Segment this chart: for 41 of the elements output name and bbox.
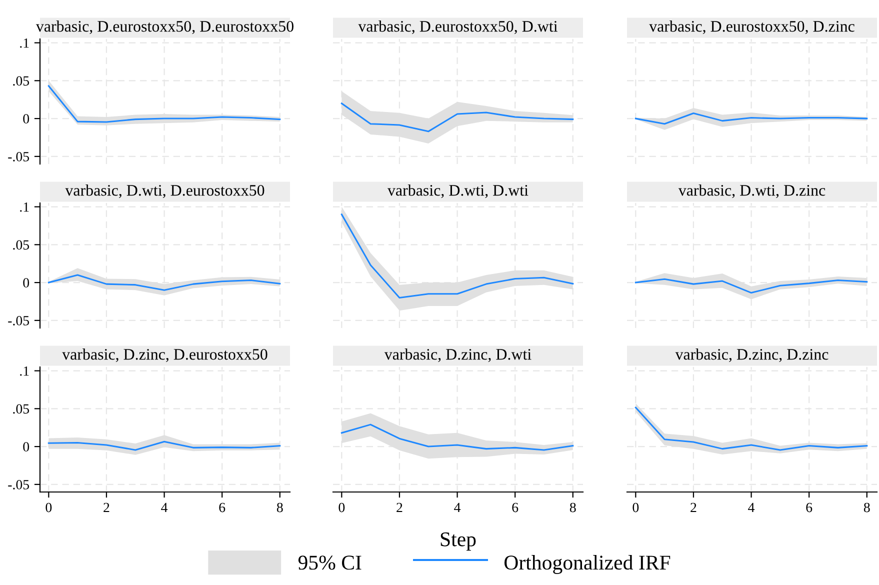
chart-title: varbasic, D.eurostoxx50, D.zinc: [649, 20, 854, 34]
y-tick-label: .05: [13, 404, 30, 414]
y-tick-label: -.05: [8, 152, 30, 162]
y-tick-label: .05: [13, 76, 30, 86]
chart-title: varbasic, D.wti, D.zinc: [678, 184, 826, 198]
y-tick-label: 0: [23, 442, 30, 452]
x-tick-label: 4: [454, 502, 461, 512]
x-tick-label: 6: [806, 502, 812, 512]
x-tick-label: 8: [864, 502, 870, 512]
chart-title: varbasic, D.wti, D.eurostoxx50: [65, 184, 264, 198]
y-tick-label: -.05: [8, 316, 30, 326]
chart-title: varbasic, D.eurostoxx50, D.wti: [358, 20, 558, 34]
text: 95% CI: [298, 556, 362, 570]
chart-title: varbasic, D.zinc, D.eurostoxx50: [62, 348, 268, 362]
y-tick-label: 0: [23, 114, 30, 124]
chart-title: varbasic, D.zinc, D.zinc: [675, 348, 828, 362]
y-tick-label: -.05: [8, 480, 30, 490]
chart-title: varbasic, D.zinc, D.wti: [384, 348, 532, 362]
line-series: [48, 274, 281, 291]
x-tick-label: 2: [104, 502, 110, 512]
x-tick-label: 6: [512, 502, 518, 512]
x-tick-label: 4: [748, 502, 755, 512]
x-tick-label: 2: [396, 502, 402, 512]
x-tick-label: 8: [570, 502, 576, 512]
x-tick-label: 8: [276, 502, 283, 512]
x-tick-label: 0: [632, 502, 639, 512]
y-tick-label: .1: [20, 202, 29, 212]
x-tick-label: 6: [219, 502, 226, 512]
y-tick-label: 0: [23, 278, 30, 288]
chart-title: varbasic, D.eurostoxx50, D.eurostoxx50: [36, 20, 294, 34]
x-tick-label: 4: [161, 502, 168, 512]
y-tick-label: .1: [20, 366, 29, 376]
x-tick-label: 0: [46, 502, 52, 512]
x-tick-label: 2: [690, 502, 696, 512]
chart-title: varbasic, D.wti, D.wti: [387, 184, 528, 198]
y-tick-label: .05: [13, 240, 30, 250]
x-tick-label: 0: [338, 502, 345, 512]
y-tick-label: .1: [20, 38, 29, 48]
line-series: [48, 440, 281, 451]
x-axis-title: Step: [440, 532, 476, 551]
legend-label: Orthogonalized IRF: [504, 555, 670, 574]
